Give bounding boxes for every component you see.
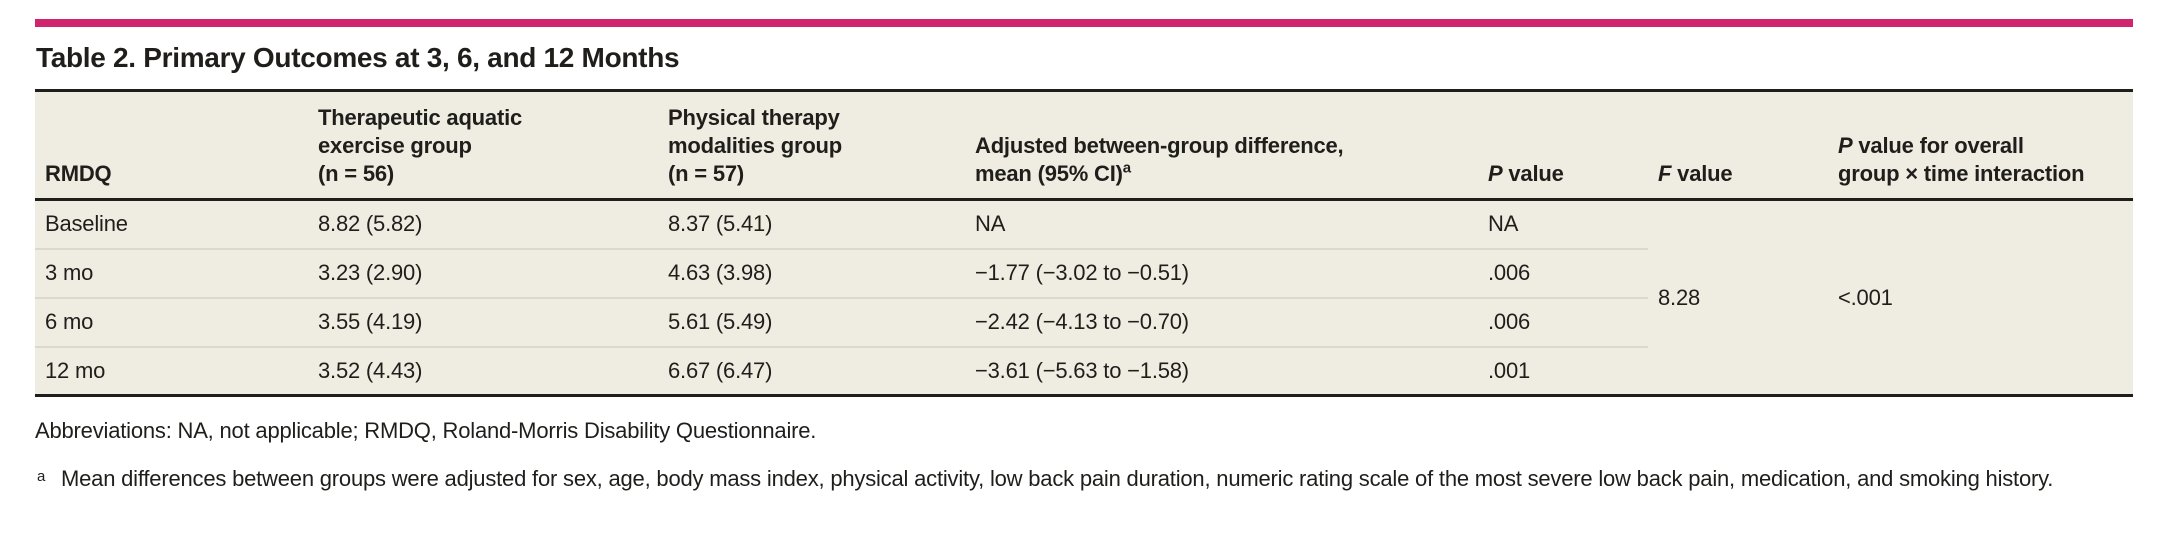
header-difference-line2: mean (95% CI)a [975,160,1470,188]
aquatic-value-cell: 3.55 (4.19) [308,296,658,347]
difference-cell: −2.42 (−4.13 to −0.70) [965,296,1478,347]
row-6mo: 6 mo 3.55 (4.19) 5.61 (5.49) −2.42 (−4.1… [35,296,2133,347]
header-rmdq-label: RMDQ [45,161,112,186]
p-interaction-cell: <.001 [1828,199,2133,397]
header-f-rest: value [1671,161,1733,186]
header-p-interaction: P value for overall group × time interac… [1828,89,2133,201]
header-pt-line3: (n = 57) [668,161,745,186]
header-aquatic-group: Therapeutic aquatic exercise group (n = … [308,89,658,201]
f-value-cell: 8.28 [1648,199,1828,397]
row-baseline: Baseline 8.82 (5.82) 8.37 (5.41) NA NA 8… [35,199,2133,397]
row-3mo: 3 mo 3.23 (2.90) 4.63 (3.98) −1.77 (−3.0… [35,247,2133,298]
header-aquatic-line2: exercise group [318,133,472,158]
aquatic-value-cell: 3.52 (4.43) [308,345,658,397]
accent-bar [35,19,2133,27]
footnote-a: a Mean differences between groups were a… [35,459,2133,499]
header-p-interaction-line1: P value for overall [1838,132,2125,160]
table-body: Baseline 8.82 (5.82) 8.37 (5.41) NA NA 8… [35,199,2133,397]
table-title: Table 2. Primary Outcomes at 3, 6, and 1… [36,42,680,73]
footnote-a-marker: a [37,468,46,485]
header-pt-line1: Physical therapy [668,105,840,130]
header-p-italic: P [1488,161,1503,186]
header-pt-group: Physical therapy modalities group (n = 5… [658,89,965,201]
header-f-italic: F [1658,161,1672,186]
header-p-value: P value [1478,89,1648,201]
p-value-cell: .006 [1478,247,1648,298]
p-value-cell: .001 [1478,345,1648,397]
table-figure: Table 2. Primary Outcomes at 3, 6, and 1… [35,19,2133,499]
header-aquatic-line1: Therapeutic aquatic [318,105,523,130]
pt-value-cell: 6.67 (6.47) [658,345,965,397]
abbreviations-note: Abbreviations: NA, not applicable; RMDQ,… [35,418,817,443]
row-12mo: 12 mo 3.52 (4.43) 6.67 (6.47) −3.61 (−5.… [35,345,2133,397]
row-label-cell: 12 mo [35,345,308,397]
outcomes-table: RMDQ Therapeutic aquatic exercise group … [35,89,2133,397]
pt-value-cell: 8.37 (5.41) [668,211,773,237]
header-rmdq: RMDQ [35,89,308,201]
difference-cell: NA [975,211,1006,237]
aquatic-value-cell: 8.82 (5.82) [318,211,423,237]
aquatic-value-cell: 3.23 (2.90) [308,247,658,298]
footnote-a-text: Mean differences between groups were adj… [61,466,2054,491]
difference-cell: −1.77 (−3.02 to −0.51) [965,247,1478,298]
row-label-cell: 3 mo [35,247,308,298]
header-p-interaction-italic: P [1838,133,1853,158]
footnotes: Abbreviations: NA, not applicable; RMDQ,… [35,416,2133,499]
header-p-interaction-line2: group × time interaction [1838,161,2085,186]
p-value-cell: .006 [1478,296,1648,347]
header-difference-line1: Adjusted between-group difference, [975,133,1344,158]
header-pt-line2: modalities group [668,133,843,158]
header-difference: Adjusted between-group difference, mean … [965,89,1478,201]
header-p-rest: value [1502,161,1564,186]
p-value-cell: NA [1488,211,1519,237]
pt-value-cell: 4.63 (3.98) [658,247,965,298]
table-header: RMDQ Therapeutic aquatic exercise group … [35,89,2133,201]
row-label-cell: Baseline [45,211,128,237]
footnote-a-ref: a [1122,159,1131,177]
header-difference-line2-text: mean (95% CI) [975,161,1123,186]
pt-value-cell: 5.61 (5.49) [658,296,965,347]
row-label-cell: 6 mo [35,296,308,347]
header-f-value: F value [1648,89,1828,201]
header-aquatic-line3: (n = 56) [318,161,395,186]
header-row: RMDQ Therapeutic aquatic exercise group … [35,89,2133,201]
header-p-interaction-rest: value for overall [1852,133,2024,158]
difference-cell: −3.61 (−5.63 to −1.58) [965,345,1478,397]
